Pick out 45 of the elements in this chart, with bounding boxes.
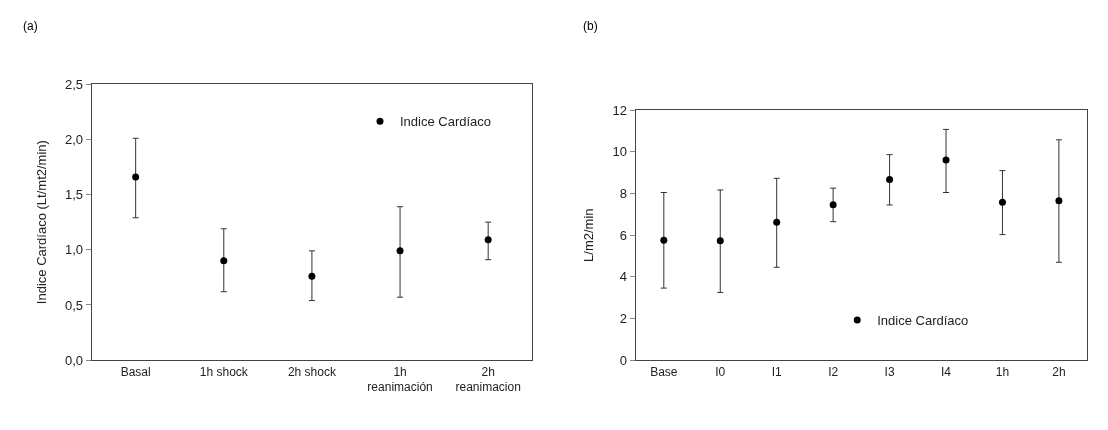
y-tick-label: 12 — [612, 102, 627, 118]
y-tick-label: 8 — [619, 186, 627, 202]
x-tick-label: 1h — [995, 364, 1010, 379]
point — [716, 237, 724, 245]
legend-label: Indice Cardíaco — [877, 313, 969, 329]
point — [132, 173, 140, 181]
point — [396, 247, 404, 255]
y-tick-label: 2 — [619, 311, 627, 327]
y-tick-label: 0,0 — [64, 352, 83, 368]
chart-title: (a) — [23, 19, 38, 33]
y-tick-label: 1,0 — [64, 242, 83, 258]
y-tick-label: 10 — [612, 144, 627, 160]
y-tick-label: 1,5 — [64, 187, 83, 203]
point — [660, 236, 668, 244]
y-tick-label: 0 — [619, 352, 627, 368]
point — [308, 272, 316, 280]
point — [829, 201, 837, 209]
y-tick-label: 0,5 — [64, 297, 83, 313]
y-tick-label: 6 — [619, 227, 627, 243]
x-tick-label: Base — [650, 364, 678, 379]
x-tick-label: I2 — [828, 364, 839, 379]
x-tick-label: I1 — [771, 364, 783, 379]
point — [998, 198, 1006, 206]
point — [942, 156, 950, 164]
x-tick-label: 2h shock — [287, 364, 337, 379]
chart-title: (b) — [583, 19, 598, 33]
point — [886, 176, 894, 184]
y-tick-label: 2,0 — [64, 131, 83, 147]
x-tick-label: Basal — [120, 364, 151, 379]
y-tick-label: 2,5 — [64, 76, 83, 92]
y-axis-title: Indice Cardíaco (Lt/mt2/min) — [33, 140, 49, 305]
x-tick-label: 1h shock — [199, 364, 249, 379]
point — [773, 218, 781, 226]
point — [484, 236, 492, 244]
x-tick-label: I0 — [715, 364, 726, 379]
x-tick-label: 2h — [1052, 364, 1066, 379]
y-axis-title: L/m2/min — [581, 208, 597, 262]
x-tick-label: 1h reanimación — [367, 364, 433, 395]
y-tick-label: 4 — [619, 269, 627, 285]
point — [220, 257, 228, 265]
x-tick-label: I3 — [884, 364, 895, 379]
legend-label: Indice Cardíaco — [399, 114, 492, 130]
x-tick-label: I4 — [941, 364, 952, 379]
x-tick-label: 2h reanimacion — [455, 364, 521, 395]
point — [1055, 197, 1063, 205]
